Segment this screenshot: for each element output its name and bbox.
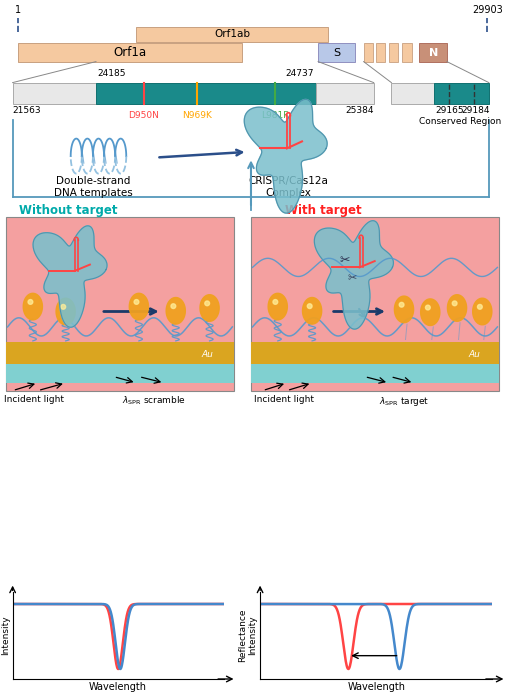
Polygon shape — [302, 298, 322, 324]
X-axis label: Wavelength: Wavelength — [89, 682, 147, 692]
Polygon shape — [426, 305, 430, 310]
Polygon shape — [314, 220, 393, 329]
Text: Au: Au — [201, 350, 213, 358]
FancyBboxPatch shape — [364, 43, 373, 62]
Polygon shape — [452, 301, 457, 306]
Text: $\lambda_\mathrm{SPR}$ target: $\lambda_\mathrm{SPR}$ target — [379, 395, 429, 408]
Polygon shape — [421, 299, 440, 326]
Polygon shape — [399, 302, 404, 307]
Text: Au: Au — [469, 350, 481, 358]
Text: Orf1a: Orf1a — [114, 46, 147, 59]
Polygon shape — [473, 298, 492, 325]
Text: Incident light: Incident light — [254, 395, 314, 404]
Polygon shape — [134, 300, 139, 304]
Text: N: N — [429, 48, 438, 57]
FancyBboxPatch shape — [434, 83, 489, 104]
Polygon shape — [171, 304, 176, 309]
Text: 25384: 25384 — [345, 106, 374, 116]
FancyBboxPatch shape — [96, 83, 316, 104]
Polygon shape — [244, 99, 327, 213]
Y-axis label: Reflectance
Intensity: Reflectance Intensity — [238, 608, 257, 662]
Text: S: S — [333, 48, 340, 57]
Text: With target: With target — [285, 204, 362, 216]
Text: D950N: D950N — [128, 111, 160, 120]
Text: Incident light: Incident light — [5, 395, 64, 404]
Polygon shape — [33, 226, 107, 327]
Text: ✂: ✂ — [339, 254, 349, 267]
Polygon shape — [447, 295, 467, 321]
FancyBboxPatch shape — [391, 83, 434, 104]
Text: 24737: 24737 — [286, 69, 314, 78]
FancyBboxPatch shape — [6, 342, 234, 365]
Polygon shape — [200, 295, 219, 321]
Polygon shape — [56, 298, 75, 325]
Text: 29903: 29903 — [472, 5, 502, 15]
X-axis label: Wavelength: Wavelength — [347, 682, 405, 692]
Polygon shape — [478, 304, 482, 309]
Polygon shape — [23, 293, 42, 320]
Text: N969K: N969K — [182, 111, 212, 120]
Polygon shape — [394, 296, 414, 323]
Polygon shape — [129, 293, 148, 320]
Polygon shape — [61, 304, 66, 309]
FancyBboxPatch shape — [18, 43, 242, 62]
FancyBboxPatch shape — [136, 27, 328, 42]
FancyBboxPatch shape — [6, 217, 234, 391]
Text: CRISPR/Cas12a
Complex: CRISPR/Cas12a Complex — [248, 176, 328, 198]
Polygon shape — [28, 300, 33, 304]
Text: 29184: 29184 — [462, 106, 490, 116]
Text: Orf1ab: Orf1ab — [214, 29, 250, 39]
FancyBboxPatch shape — [251, 364, 499, 383]
FancyBboxPatch shape — [316, 83, 374, 104]
Text: 1: 1 — [15, 5, 21, 15]
Text: Without target: Without target — [19, 204, 118, 216]
Polygon shape — [273, 300, 278, 304]
Text: $\lambda_\mathrm{SPR}$ scramble: $\lambda_\mathrm{SPR}$ scramble — [122, 395, 186, 407]
FancyBboxPatch shape — [419, 43, 447, 62]
Polygon shape — [268, 293, 287, 320]
Text: L981F: L981F — [262, 111, 289, 120]
FancyBboxPatch shape — [402, 43, 412, 62]
FancyBboxPatch shape — [389, 43, 398, 62]
FancyBboxPatch shape — [251, 342, 499, 365]
FancyBboxPatch shape — [318, 43, 355, 62]
Text: ✂: ✂ — [348, 274, 357, 284]
FancyBboxPatch shape — [13, 83, 96, 104]
Polygon shape — [166, 298, 185, 324]
Text: Conserved Region: Conserved Region — [420, 117, 501, 126]
Text: 24185: 24185 — [97, 69, 125, 78]
Y-axis label: Reflectance
Intensity: Reflectance Intensity — [0, 608, 10, 662]
FancyBboxPatch shape — [376, 43, 385, 62]
Polygon shape — [308, 304, 312, 309]
Polygon shape — [205, 301, 210, 306]
FancyBboxPatch shape — [251, 217, 499, 391]
Text: 29165: 29165 — [435, 106, 464, 116]
Text: Double-strand
DNA templates: Double-strand DNA templates — [54, 176, 133, 198]
FancyBboxPatch shape — [6, 364, 234, 383]
Text: 21563: 21563 — [13, 106, 41, 116]
